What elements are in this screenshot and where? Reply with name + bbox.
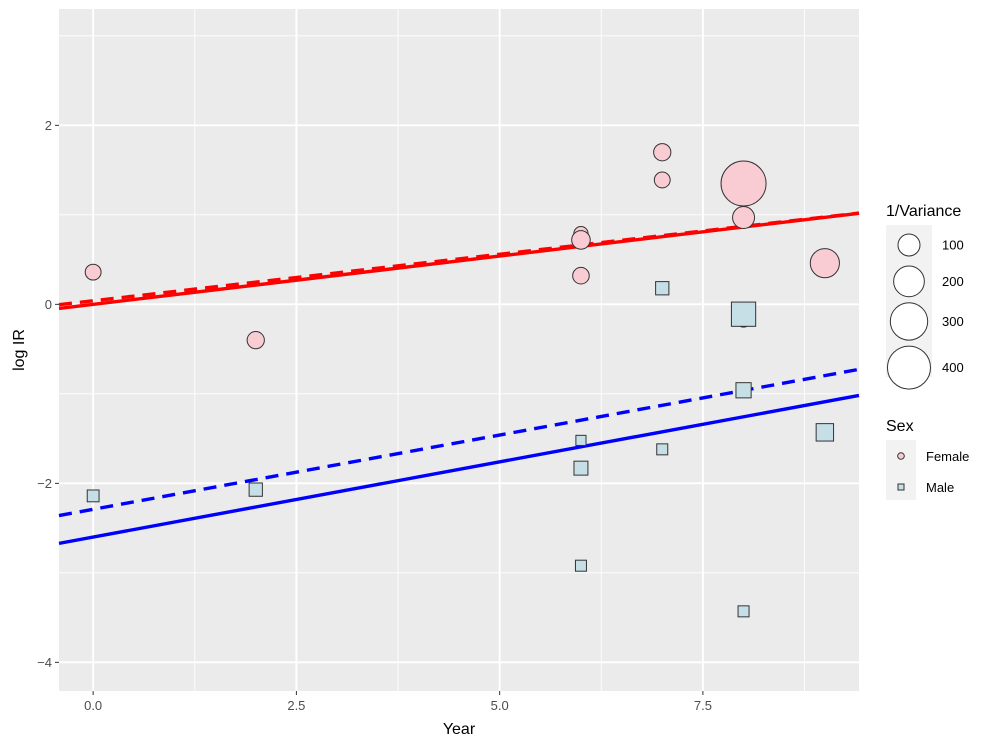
legend-size-key [897,233,921,257]
y-tick-label: 0 [45,297,52,312]
y-tick-label: −4 [37,655,52,670]
point-female [720,160,767,207]
y-axis: −4 −2 0 2 [37,118,59,670]
point-male [815,423,835,442]
point-female [246,331,265,350]
point-male [573,460,589,476]
point-male [248,482,263,497]
legend-size-label: 300 [942,314,964,329]
points-male [86,281,835,618]
legend-size-title: 1/Variance [886,203,961,220]
point-male [730,301,757,327]
fit-line-male-dashed [58,367,860,518]
legend-size-key [889,302,929,341]
point-female [572,266,590,285]
point-female [653,171,671,189]
legend-size-key [887,345,931,390]
point-male [574,559,587,572]
legend-sex: Sex Female Male [886,418,969,500]
point-male [656,443,669,456]
grid-major [59,9,859,691]
point-male [575,434,587,446]
legend-size-keys: 100 200 300 400 [887,233,964,390]
point-female [732,206,756,230]
point-male [737,605,750,618]
legend-sex-title: Sex [886,418,914,435]
point-female [809,248,840,279]
point-male [655,281,670,296]
point-male [86,489,100,503]
legend-key-male [897,483,905,491]
plot-panel [59,9,859,691]
legend-size-label: 400 [942,360,964,375]
point-female [571,230,591,250]
point-female [653,143,672,162]
legend-size: 1/Variance 100 200 300 400 [886,203,964,390]
legend-size-label: 100 [942,238,964,253]
x-axis-title: Year [443,721,476,738]
fit-line-male-solid [58,393,860,546]
legend-key-female [897,452,905,460]
x-tick-label: 5.0 [491,698,509,713]
legend-sex-label: Female [926,449,969,464]
x-tick-label: 2.5 [287,698,305,713]
point-male [735,382,752,399]
x-axis: 0.0 2.5 5.0 7.5 [84,691,712,713]
x-tick-label: 0.0 [84,698,102,713]
y-tick-label: 2 [45,118,52,133]
x-tick-label: 7.5 [694,698,712,713]
fit-lines [58,211,860,546]
point-female [84,263,102,281]
legend-sex-keys-bg [886,440,916,500]
legend-sex-keys: Female Male [897,449,969,495]
fit-line-female-solid [58,211,860,311]
legend-sex-label: Male [926,480,954,495]
y-axis-title: log IR [11,329,28,371]
y-tick-label: −2 [37,476,52,491]
fit-line-female-dashed [58,211,860,307]
grid-minor [59,9,859,691]
legend-size-label: 200 [942,274,964,289]
legend-size-key [893,265,925,298]
